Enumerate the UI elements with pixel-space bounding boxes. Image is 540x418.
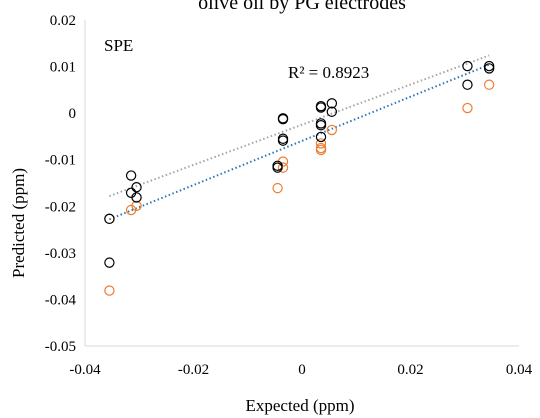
x-tick-label: -0.04 <box>69 362 101 378</box>
trendline-blue <box>109 65 489 220</box>
data-point-orange <box>463 103 472 112</box>
y-tick-label: 0 <box>69 106 77 122</box>
data-point-orange <box>273 184 282 193</box>
chart-title: olive oil by PG electrodes <box>198 0 406 14</box>
y-axis-title: Predicted (ppm) <box>9 168 28 278</box>
data-point-black <box>463 62 472 71</box>
data-point-orange <box>105 286 114 295</box>
panel-label: SPE <box>104 36 133 55</box>
x-tick-label: -0.02 <box>178 362 209 378</box>
y-tick-label: 0.02 <box>50 13 76 29</box>
x-tick-label: 0.02 <box>397 362 423 378</box>
x-tick-label: 0 <box>298 362 306 378</box>
y-tick-label: -0.04 <box>45 292 77 308</box>
y-tick-label: -0.01 <box>45 153 76 169</box>
data-point-black <box>127 171 136 180</box>
data-point-black <box>105 258 114 267</box>
data-point-black <box>463 80 472 89</box>
y-tick-label: -0.05 <box>45 339 76 355</box>
x-tick-label: 0.04 <box>506 362 533 378</box>
x-axis-ticks: -0.04 -0.02 0 0.02 0.04 <box>69 362 532 378</box>
r-squared-label: R² = 0.8923 <box>288 63 369 82</box>
y-axis-ticks: 0.02 0.01 0 -0.01 -0.02 -0.03 -0.04 -0.05 <box>45 13 77 355</box>
y-tick-label: -0.02 <box>45 199 76 215</box>
y-tick-label: 0.01 <box>50 60 76 76</box>
data-points <box>105 62 494 296</box>
data-point-black <box>485 64 494 73</box>
data-point-black <box>485 62 494 71</box>
data-point-orange <box>485 80 494 89</box>
y-tick-label: -0.03 <box>45 246 76 262</box>
x-axis-title: Expected (ppm) <box>245 396 354 415</box>
